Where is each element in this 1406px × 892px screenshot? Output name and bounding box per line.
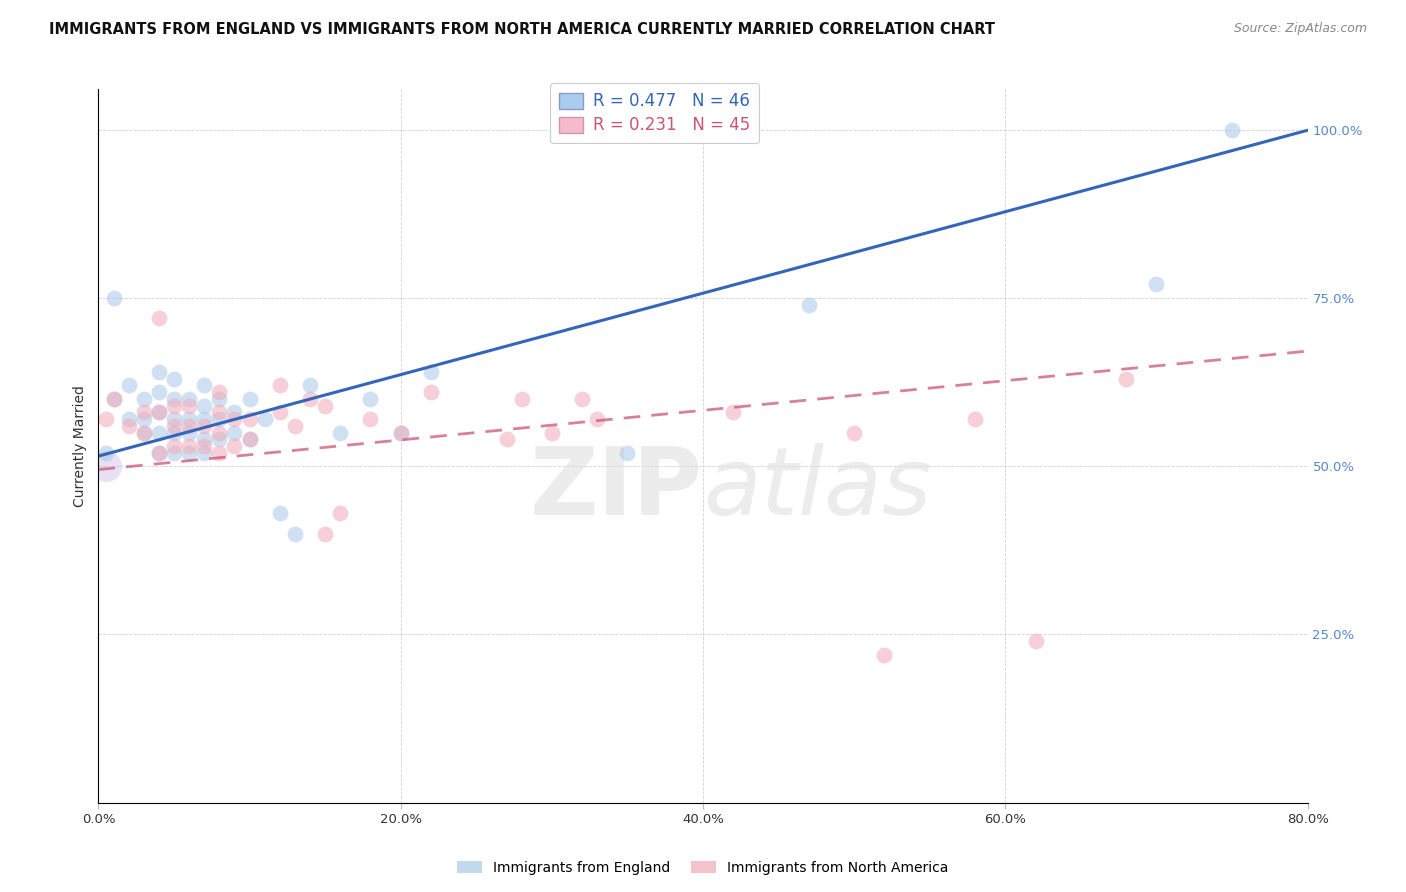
Point — [420, 385, 443, 400]
Point — [299, 378, 322, 392]
Point — [179, 425, 201, 440]
Point — [208, 446, 231, 460]
Point — [163, 446, 186, 460]
Point — [193, 439, 215, 453]
Point — [253, 412, 276, 426]
Point — [132, 412, 155, 426]
Point — [148, 405, 170, 419]
Point — [148, 311, 170, 326]
Point — [723, 405, 745, 419]
Point — [148, 425, 170, 440]
Point — [208, 412, 231, 426]
Point — [103, 392, 125, 406]
Point — [586, 412, 609, 426]
Point — [163, 425, 186, 440]
Point — [132, 425, 155, 440]
Y-axis label: Currently Married: Currently Married — [73, 385, 87, 507]
Point — [314, 526, 336, 541]
Point — [420, 365, 443, 379]
Point — [389, 425, 412, 440]
Point — [193, 432, 215, 446]
Point — [314, 399, 336, 413]
Text: IMMIGRANTS FROM ENGLAND VS IMMIGRANTS FROM NORTH AMERICA CURRENTLY MARRIED CORRE: IMMIGRANTS FROM ENGLAND VS IMMIGRANTS FR… — [49, 22, 995, 37]
Point — [873, 648, 896, 662]
Point — [360, 392, 382, 406]
Text: Source: ZipAtlas.com: Source: ZipAtlas.com — [1233, 22, 1367, 36]
Point — [148, 365, 170, 379]
Point — [616, 446, 638, 460]
Point — [208, 432, 231, 446]
Point — [94, 412, 117, 426]
Point — [118, 412, 141, 426]
Point — [844, 425, 866, 440]
Point — [269, 506, 291, 520]
Point — [1115, 372, 1137, 386]
Text: atlas: atlas — [703, 443, 931, 534]
Point — [193, 378, 215, 392]
Point — [163, 399, 186, 413]
Point — [208, 405, 231, 419]
Point — [329, 425, 352, 440]
Point — [148, 446, 170, 460]
Point — [132, 425, 155, 440]
Point — [94, 459, 117, 474]
Point — [269, 405, 291, 419]
Point — [193, 418, 215, 433]
Point — [224, 439, 246, 453]
Point — [193, 412, 215, 426]
Point — [179, 418, 201, 433]
Point — [239, 432, 262, 446]
Point — [118, 378, 141, 392]
Point — [163, 412, 186, 426]
Point — [208, 392, 231, 406]
Point — [239, 432, 262, 446]
Point — [1220, 122, 1243, 136]
Point — [179, 439, 201, 453]
Point — [103, 392, 125, 406]
Text: ZIP: ZIP — [530, 442, 703, 535]
Point — [269, 378, 291, 392]
Point — [179, 392, 201, 406]
Point — [132, 392, 155, 406]
Point — [193, 446, 215, 460]
Point — [239, 412, 262, 426]
Point — [540, 425, 562, 440]
Point — [1144, 277, 1167, 292]
Point — [193, 399, 215, 413]
Point — [1024, 634, 1046, 648]
Point — [148, 385, 170, 400]
Point — [495, 432, 517, 446]
Point — [239, 392, 262, 406]
Point — [389, 425, 412, 440]
Point — [208, 385, 231, 400]
Legend: Immigrants from England, Immigrants from North America: Immigrants from England, Immigrants from… — [451, 855, 955, 880]
Point — [965, 412, 987, 426]
Point — [163, 392, 186, 406]
Point — [571, 392, 593, 406]
Point — [224, 412, 246, 426]
Legend: R = 0.477   N = 46, R = 0.231   N = 45: R = 0.477 N = 46, R = 0.231 N = 45 — [550, 83, 759, 144]
Point — [284, 418, 307, 433]
Point — [163, 372, 186, 386]
Point — [510, 392, 533, 406]
Point — [163, 439, 186, 453]
Point — [163, 418, 186, 433]
Point — [284, 526, 307, 541]
Point — [94, 446, 117, 460]
Point — [360, 412, 382, 426]
Point — [148, 405, 170, 419]
Point — [299, 392, 322, 406]
Point — [118, 418, 141, 433]
Point — [224, 405, 246, 419]
Point — [179, 399, 201, 413]
Point — [179, 412, 201, 426]
Point — [329, 506, 352, 520]
Point — [797, 298, 820, 312]
Point — [208, 425, 231, 440]
Point — [224, 425, 246, 440]
Point — [179, 446, 201, 460]
Point — [148, 446, 170, 460]
Point — [103, 291, 125, 305]
Point — [132, 405, 155, 419]
